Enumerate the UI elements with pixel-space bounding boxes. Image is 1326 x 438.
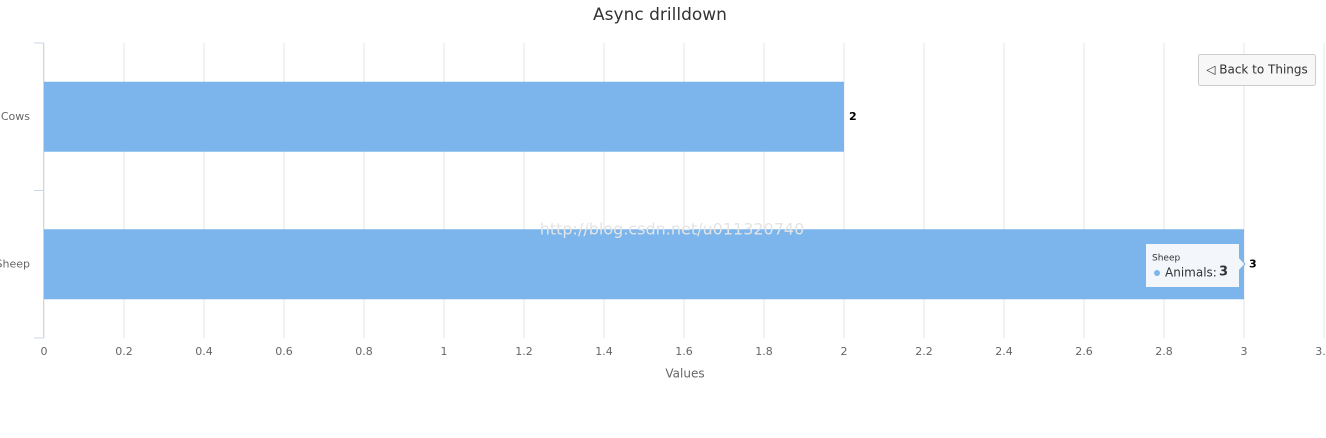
tooltip-box [1145, 243, 1246, 288]
y-tick-label: Cows [1, 110, 30, 123]
tooltip-value: 3 [1219, 265, 1228, 280]
x-tick-label: 0 [41, 345, 48, 358]
x-tick-label: 1.8 [755, 345, 773, 358]
x-tick-label: 3.2 [1315, 345, 1326, 358]
x-tick-label: 1.6 [675, 345, 693, 358]
back-button[interactable]: ◁ Back to Things [1198, 54, 1316, 86]
data-label: 2 [849, 110, 857, 123]
tooltip-title: Sheep [1152, 254, 1180, 264]
data-label: 3 [1249, 257, 1257, 270]
x-tick-label: 3 [1241, 345, 1248, 358]
bar [44, 229, 1244, 300]
button-box[interactable] [1198, 54, 1316, 86]
x-tick-label: 2.2 [915, 345, 933, 358]
plot-area: 0 0.2 0.4 0.6 0.8 1 1.2 1.4 1.6 1.8 2 2.2 2.4 2.6 2.8 3… [0, 42, 1326, 358]
y-tick-label: Sheep [0, 257, 30, 270]
x-tick-label: 2.6 [1075, 345, 1093, 358]
x-tick-label: 0.4 [195, 345, 213, 358]
chart-title: Async drilldown [593, 5, 727, 25]
x-tick-label: 2.4 [995, 345, 1013, 358]
watermark: http://blog.csdn.net/u011320740 [540, 220, 805, 239]
tooltip: Sheep Animals: 3 [1145, 243, 1246, 288]
x-axis-label: Values [665, 367, 704, 381]
x-tick-label: 2 [841, 345, 848, 358]
x-tick-label: 2.8 [1155, 345, 1173, 358]
x-tick-label: 0.2 [115, 345, 133, 358]
x-tick-label: 0.8 [355, 345, 373, 358]
bar [44, 81, 844, 152]
x-tick-label: 0.6 [275, 345, 293, 358]
x-tick-label: 1.4 [595, 345, 613, 358]
tooltip-marker [1154, 270, 1160, 276]
x-tick-label: 1 [441, 345, 448, 358]
x-tick-label: 1.2 [515, 345, 533, 358]
button-label[interactable]: ◁ Back to Things [1205, 63, 1308, 77]
tooltip-label: Animals: [1165, 266, 1217, 280]
